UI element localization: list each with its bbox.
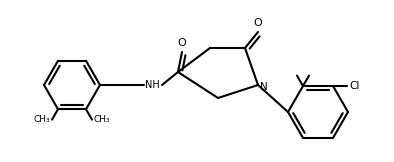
Text: O: O	[178, 38, 186, 48]
Text: CH₃: CH₃	[33, 115, 50, 124]
Text: NH: NH	[145, 80, 160, 90]
Text: Cl: Cl	[349, 81, 359, 91]
Text: CH₃: CH₃	[94, 115, 111, 124]
Text: N: N	[260, 82, 268, 92]
Text: O: O	[254, 18, 262, 28]
